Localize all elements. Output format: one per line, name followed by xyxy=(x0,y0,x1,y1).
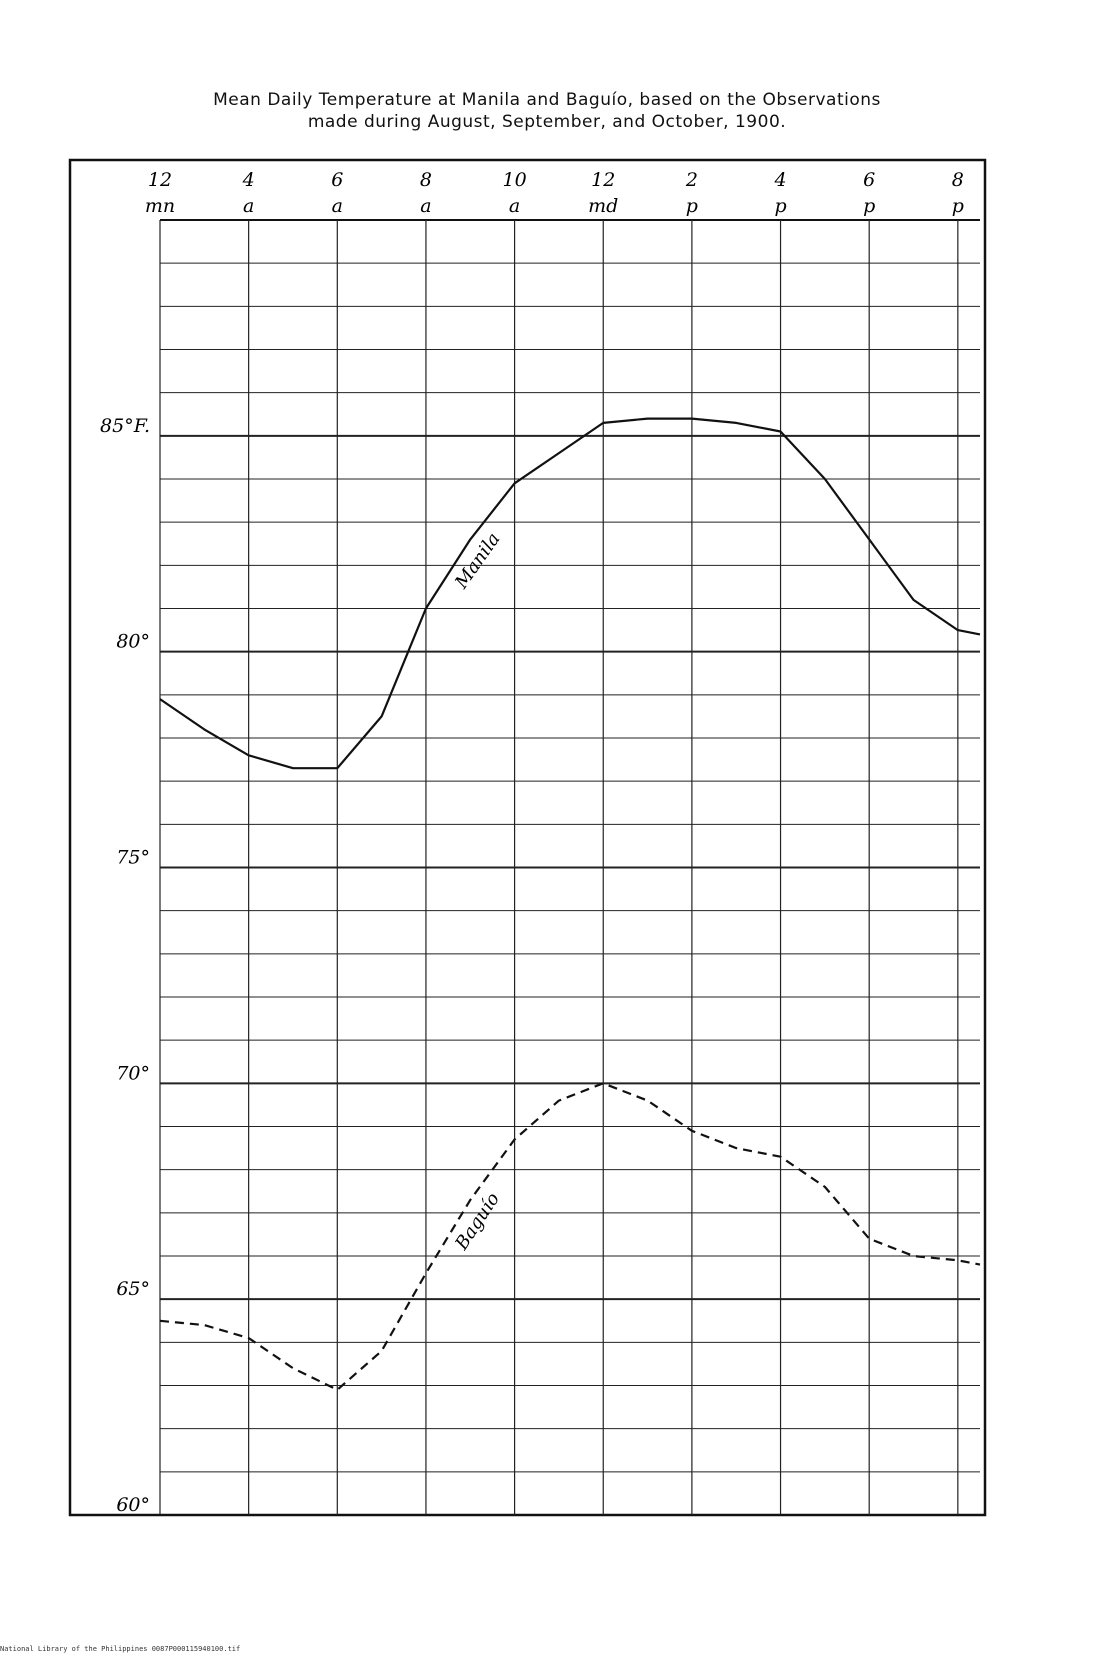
time-tick-sublabel: p xyxy=(952,195,964,217)
temperature-tick-label: 80° xyxy=(116,631,150,653)
time-tick-label: 4 xyxy=(242,169,255,191)
time-tick-label: 8 xyxy=(420,169,432,191)
series-line-manila xyxy=(159,417,981,770)
temperature-tick-label: 60° xyxy=(116,1494,150,1516)
time-tick-label: 12 xyxy=(148,169,172,191)
time-tick-label: 6 xyxy=(863,169,875,191)
time-tick-sublabel: a xyxy=(243,195,254,217)
time-tick-sublabel: p xyxy=(774,195,786,217)
time-tick-label: 4 xyxy=(773,169,786,191)
title-line-2: made during August, September, and Octob… xyxy=(307,112,787,132)
time-tick-sublabel: mn xyxy=(145,195,175,217)
time-tick-sublabel: a xyxy=(332,195,343,217)
time-tick-sublabel: md xyxy=(588,195,618,217)
series-label: Baguío xyxy=(451,1189,504,1255)
temperature-tick-label: 85°F. xyxy=(100,415,150,437)
chart-title: Mean Daily Temperature at Manila and Bag… xyxy=(0,90,1094,132)
time-tick-label: 2 xyxy=(685,169,698,191)
series-label: Manila xyxy=(450,529,504,593)
temperature-tick-label: 70° xyxy=(116,1062,150,1084)
time-tick-sublabel: p xyxy=(863,195,875,217)
time-tick-label: 10 xyxy=(503,169,527,191)
temperature-tick-label: 65° xyxy=(116,1278,150,1300)
time-tick-label: 6 xyxy=(331,169,343,191)
chart-frame xyxy=(68,158,987,1517)
time-tick-sublabel: p xyxy=(686,195,698,217)
time-tick-sublabel: a xyxy=(509,195,520,217)
footer-caption: National Library of the Philippines 0087… xyxy=(0,1645,241,1653)
time-tick-sublabel: a xyxy=(420,195,431,217)
title-line-1: Mean Daily Temperature at Manila and Bag… xyxy=(213,90,881,110)
temperature-tick-label: 75° xyxy=(116,847,150,869)
series-line-baguio xyxy=(159,1082,981,1391)
time-tick-label: 8 xyxy=(952,169,964,191)
time-tick-label: 12 xyxy=(591,169,615,191)
